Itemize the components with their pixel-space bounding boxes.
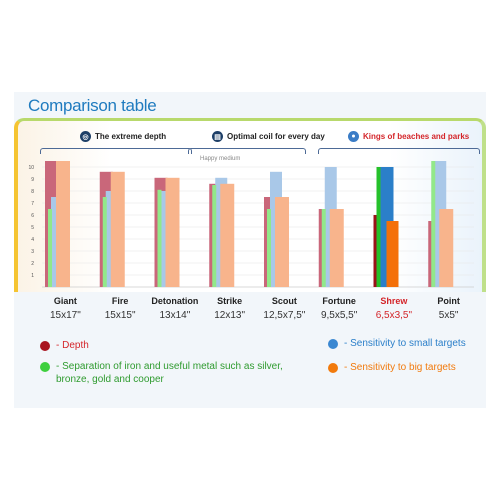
coil-size-label: 5x5" bbox=[438, 310, 459, 321]
globe-icon: ● bbox=[348, 131, 359, 142]
coil-size-label: 9,5x5,5" bbox=[320, 310, 358, 321]
legend-item-separation: - Separation of iron and useful metal su… bbox=[40, 360, 290, 386]
coil-size-label: 13x14" bbox=[159, 310, 191, 321]
legend-swatch bbox=[328, 363, 338, 373]
bar-separation bbox=[48, 209, 52, 287]
legend-item-big-targets: - Sensitivity to big targets bbox=[328, 361, 456, 374]
legend-label: - Separation of iron and useful metal su… bbox=[56, 361, 283, 385]
bar-separation bbox=[376, 167, 381, 287]
bar-big-targets bbox=[275, 197, 289, 287]
group-bracket-extreme-depth bbox=[40, 148, 192, 154]
y-tick-label: 4 bbox=[31, 237, 34, 243]
x-category-label: Giant bbox=[53, 296, 77, 306]
x-category-label: Fortune bbox=[322, 296, 356, 306]
bar-big-targets bbox=[165, 177, 180, 287]
bar-separation bbox=[267, 209, 271, 287]
bar-separation bbox=[212, 185, 217, 287]
bar-big-targets bbox=[386, 221, 399, 287]
bar-big-targets bbox=[110, 171, 125, 287]
coil-size-label: 15x15" bbox=[104, 310, 136, 321]
y-tick-label: 10 bbox=[28, 165, 34, 171]
legend-swatch bbox=[40, 362, 50, 372]
bar-depth bbox=[373, 215, 378, 287]
legend-label: - Sensitivity to big targets bbox=[344, 362, 456, 373]
bar-separation bbox=[157, 189, 162, 287]
legend-item-depth: - Depth bbox=[40, 339, 89, 352]
legend-swatch bbox=[40, 341, 50, 351]
group-label: Kings of beaches and parks bbox=[363, 132, 470, 141]
group-label: The extreme depth bbox=[95, 132, 167, 141]
y-tick-label: 8 bbox=[31, 189, 34, 195]
group-badge-optimal-coil: ▤ Optimal coil for every day bbox=[212, 128, 325, 145]
x-category-label: Point bbox=[437, 296, 460, 306]
group-badge-kings-beaches: ● Kings of beaches and parks bbox=[348, 128, 469, 145]
page-title: Comparison table bbox=[28, 96, 157, 115]
coil-size-label: 15x17" bbox=[49, 310, 81, 321]
y-tick-label: 3 bbox=[31, 249, 34, 255]
group-bracket-optimal-coil bbox=[188, 148, 306, 154]
bar-big-targets bbox=[329, 209, 344, 287]
legend-label: - Depth bbox=[56, 340, 89, 351]
bar-big-targets bbox=[56, 161, 70, 287]
x-category-label: Scout bbox=[271, 296, 297, 306]
y-tick-label: 6 bbox=[31, 213, 34, 219]
legend-label: - Sensitivity to small targets bbox=[344, 338, 466, 349]
y-tick-label: 7 bbox=[31, 201, 34, 207]
group-bracket-kings-beaches bbox=[318, 148, 480, 154]
group-label: Optimal coil for every day bbox=[227, 132, 325, 141]
y-tick-label: 2 bbox=[31, 261, 34, 267]
coil-size-label: 12,5x7,5" bbox=[263, 310, 306, 321]
target-icon: ◎ bbox=[80, 131, 91, 142]
x-category-label: Detonation bbox=[151, 296, 199, 306]
group-badge-extreme-depth: ◎ The extreme depth bbox=[80, 128, 166, 145]
bar-separation bbox=[102, 197, 107, 287]
bar-separation bbox=[321, 209, 326, 287]
bar-big-targets bbox=[220, 183, 235, 287]
x-category-label: Shrew bbox=[380, 296, 408, 306]
coil-icon: ▤ bbox=[212, 131, 223, 142]
y-tick-label: 5 bbox=[31, 225, 34, 231]
bar-big-targets bbox=[439, 209, 454, 287]
legend-swatch bbox=[328, 339, 338, 349]
x-category-label: Strike bbox=[217, 296, 243, 306]
y-tick-label: 1 bbox=[31, 273, 34, 279]
bar-separation bbox=[431, 161, 436, 287]
coil-size-label: 12x13" bbox=[214, 310, 246, 321]
legend-item-small-targets: - Sensitivity to small targets bbox=[328, 337, 466, 350]
y-tick-label: 9 bbox=[31, 177, 34, 183]
happy-medium-annotation: Happy medium bbox=[200, 156, 241, 162]
x-category-label: Fire bbox=[111, 296, 129, 306]
coil-size-label: 6,5x3,5" bbox=[375, 310, 413, 321]
